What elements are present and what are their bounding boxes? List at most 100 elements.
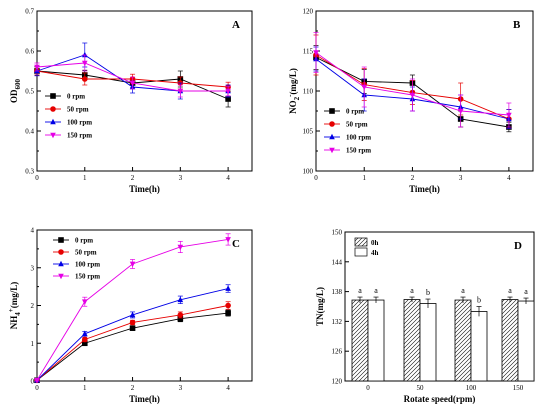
panel-letter: D — [514, 240, 522, 252]
legend-label: 150 rpm — [75, 273, 100, 281]
data-point — [177, 296, 184, 303]
data-point — [81, 76, 88, 82]
panel-letter: B — [513, 19, 521, 31]
y-tick-label: 144 — [332, 258, 343, 266]
y-tick-label: 138 — [332, 288, 343, 296]
x-tick-label: 2 — [131, 174, 135, 182]
legend-marker — [50, 106, 56, 112]
data-point — [409, 92, 416, 99]
legend-marker — [50, 118, 56, 125]
legend-marker — [329, 108, 335, 114]
bar-0h — [501, 299, 519, 382]
significance-letter: a — [358, 286, 362, 295]
bar-0h — [351, 299, 369, 382]
legend-swatch — [354, 247, 368, 257]
x-tick-label: 0 — [35, 174, 39, 182]
data-point — [129, 80, 136, 87]
legend-label: 100 rpm — [67, 119, 92, 127]
x-tick-label: 150 — [513, 384, 524, 392]
data-point — [361, 84, 368, 91]
bar-4h — [517, 300, 535, 382]
y-axis-label: NO2-(mg/L) — [286, 68, 301, 114]
legend-label: 50 rpm — [346, 121, 368, 129]
panel-d: 120 126 132 138 144 150 0 a a 50 a b 100 a b 150 a a Rotat… — [315, 229, 535, 404]
legend-marker — [329, 147, 335, 154]
y-tick-label: 132 — [332, 318, 343, 326]
data-point — [177, 315, 184, 322]
data-point — [225, 96, 231, 102]
bar-4h — [470, 311, 488, 382]
y-tick-label: 150 — [332, 229, 343, 237]
data-point — [225, 302, 231, 309]
legend-label: 4h — [371, 249, 379, 257]
legend-marker — [329, 121, 335, 127]
y-tick-label: 0.3 — [25, 168, 34, 176]
data-point — [34, 64, 40, 71]
data-point — [81, 60, 88, 67]
y-tick-label: 0.4 — [25, 128, 34, 136]
series-line-100-rpm — [36, 288, 229, 381]
data-point — [81, 299, 88, 306]
y-tick-label: 110 — [303, 88, 314, 96]
significance-letter: a — [410, 286, 414, 295]
legend-marker — [58, 273, 64, 280]
y-tick-label: 1 — [31, 340, 35, 348]
legend-label: 100 rpm — [346, 134, 371, 142]
y-tick-label: 126 — [332, 348, 343, 356]
legend-label: 50 rpm — [67, 106, 89, 114]
x-tick-label: 100 — [466, 384, 477, 392]
x-axis-label: Rotate speed(rpm) — [404, 394, 476, 404]
data-point — [225, 310, 231, 316]
y-tick-label: 120 — [332, 378, 343, 386]
x-tick-label: 0 — [314, 174, 318, 182]
x-tick-label: 4 — [226, 384, 230, 392]
legend-label: 150 rpm — [67, 132, 92, 140]
x-axis-label: Time(h) — [129, 394, 160, 404]
y-tick-label: 105 — [303, 128, 314, 136]
data-point — [34, 377, 40, 384]
data-point — [81, 330, 88, 337]
significance-letter: b — [477, 296, 481, 305]
x-tick-label: 0 — [366, 384, 370, 392]
significance-letter: b — [426, 288, 430, 297]
x-tick-label: 1 — [362, 174, 366, 182]
significance-letter: a — [374, 286, 378, 295]
panel-letter: C — [232, 238, 240, 250]
legend-marker — [329, 133, 335, 140]
x-tick-label: 4 — [226, 174, 230, 182]
x-tick-label: 4 — [507, 174, 511, 182]
panel-b: 0 1 2 3 4 100 105 110 115 120 Time(h) NO2-(mg/L) B 0 … — [286, 8, 534, 194]
y-tick-label: 120 — [303, 8, 314, 16]
data-point — [129, 311, 136, 318]
legend-label: 0 rpm — [75, 237, 93, 245]
data-point — [225, 285, 231, 291]
x-tick-label: 2 — [411, 174, 415, 182]
legend-label: 150 rpm — [346, 147, 371, 155]
legend-marker — [58, 249, 64, 255]
data-point — [177, 312, 184, 318]
legend-marker — [50, 93, 56, 99]
x-axis-label: Time(h) — [409, 184, 440, 194]
x-tick-label: 2 — [131, 384, 135, 392]
data-point — [129, 319, 136, 326]
data-point — [313, 50, 319, 56]
y-tick-label: 3 — [31, 264, 35, 272]
data-point — [129, 325, 136, 331]
data-point — [81, 340, 88, 347]
y-axis-label: NH4+(mg/L) — [7, 282, 22, 330]
panel-a: 0 1 2 3 4 0.3 0.4 0.5 0.6 0.7 Time(h) OD600 A 0 rpm 5… — [9, 8, 253, 194]
y-tick-label: 0.5 — [25, 88, 34, 96]
y-tick-label: 0.7 — [25, 8, 34, 16]
x-tick-label: 3 — [179, 384, 183, 392]
x-tick-label: 1 — [83, 174, 87, 182]
data-point — [225, 88, 231, 95]
x-tick-label: 0 — [35, 384, 39, 392]
y-tick-label: 100 — [303, 168, 314, 176]
data-point — [81, 51, 88, 58]
x-tick-label: 1 — [83, 384, 87, 392]
data-point — [506, 112, 512, 119]
data-point — [81, 336, 88, 343]
panel-c: 0 1 2 3 4 0 1 2 3 4 Time(h) NH4+(mg/L) C 0 rpm 50 rpm 1… — [7, 227, 253, 404]
data-point — [177, 88, 184, 95]
